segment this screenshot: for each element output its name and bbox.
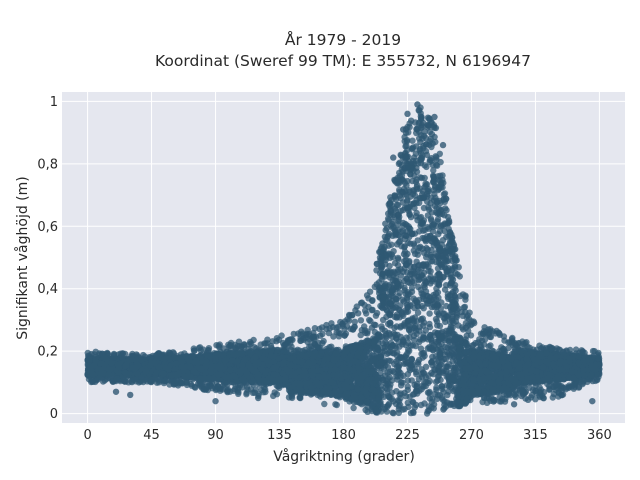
scatter-point [363,310,370,317]
scatter-point [546,386,553,393]
scatter-point [404,370,412,378]
scatter-point [408,117,415,124]
scatter-point [432,138,439,146]
scatter-point [122,350,129,358]
scatter-point [433,384,440,391]
scatter-point [425,379,432,387]
scatter-point [421,400,428,407]
scatter-point [332,401,339,408]
scatter-point [333,324,340,331]
scatter-point [526,384,533,391]
scatter-point [414,237,421,244]
scatter-point [426,310,433,317]
scatter-point [350,404,357,412]
scatter-point [366,288,374,295]
scatter-point [443,302,450,310]
scatter-point [404,386,411,394]
scatter-point [190,347,198,354]
scatter-point [410,409,417,416]
scatter-point [415,375,423,383]
scatter-point [421,162,428,169]
scatter-point [512,393,519,400]
scatter-point [351,318,358,325]
scatter-point [304,326,311,334]
scatter-point [278,332,285,339]
scatter-point [269,338,276,345]
scatter-point [409,137,416,144]
scatter-point [404,377,412,384]
data-points [84,101,603,417]
scatter-point [321,400,328,408]
scatter-point [414,309,422,316]
scatter-point [426,320,433,328]
scatter-point [386,262,393,270]
scatter-point [290,330,297,338]
scatter-point [413,209,420,217]
scatter-point [378,276,385,283]
scatter-point [405,339,412,347]
scatter-point [419,382,426,389]
scatter-point [413,176,420,183]
scatter-point [341,332,348,339]
scatter-point [553,345,561,352]
scatter-point [430,167,437,174]
